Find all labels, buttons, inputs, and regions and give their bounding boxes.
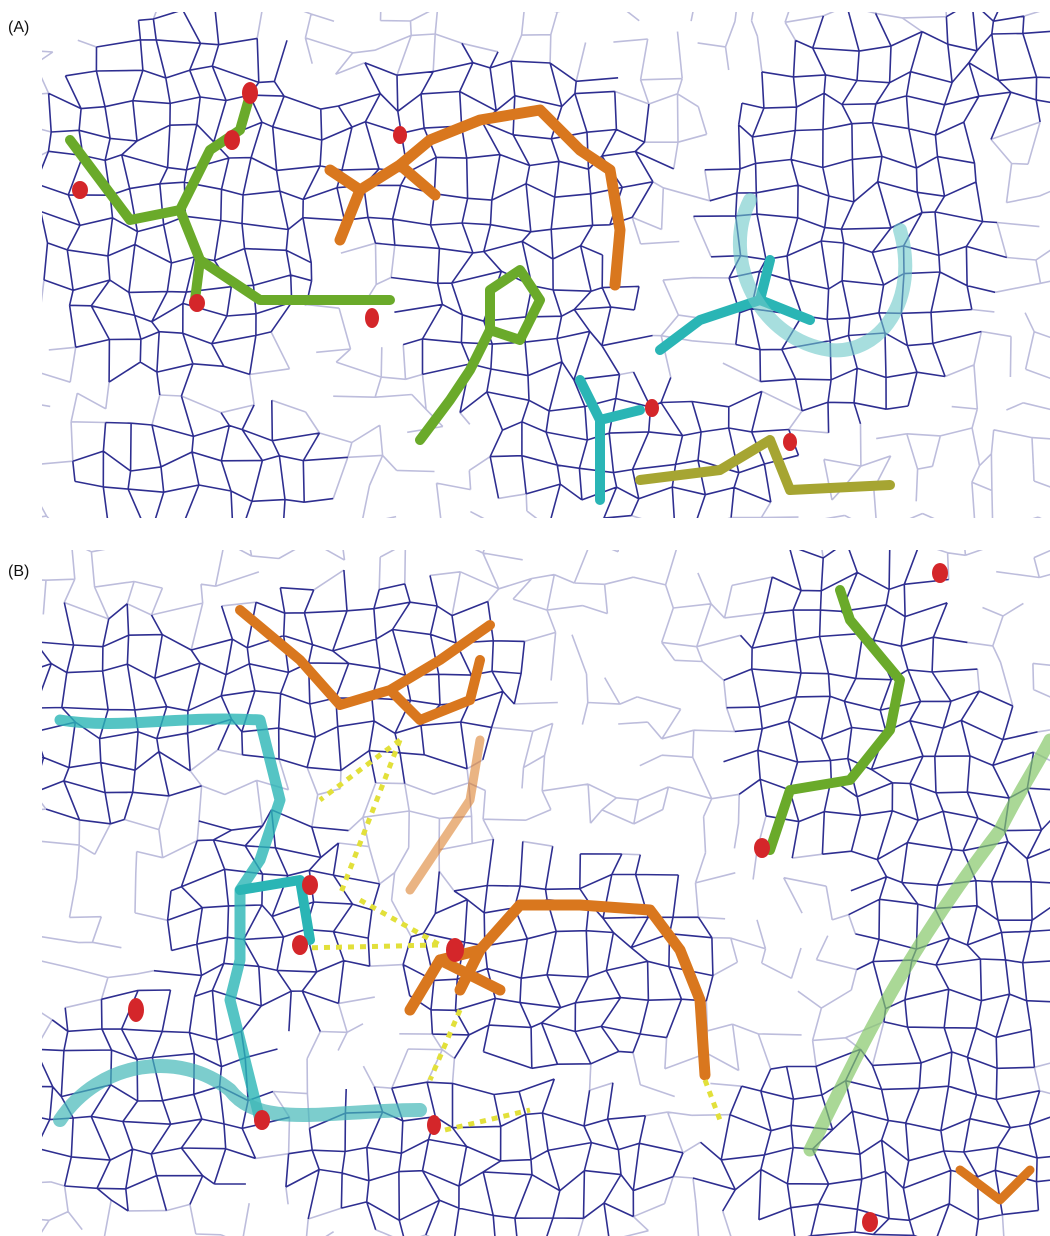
mesh-lines xyxy=(42,12,1050,518)
oxygen-atoms xyxy=(128,563,948,1232)
panel-b-image xyxy=(42,550,1050,1236)
panel-label: (B) xyxy=(8,563,29,580)
panel-label: (A) xyxy=(8,19,29,36)
mesh-lines xyxy=(42,550,1050,1236)
density-mesh xyxy=(42,550,1050,1236)
mesh-lines xyxy=(42,12,1050,518)
sticks xyxy=(65,90,913,505)
oxygen-atoms xyxy=(72,82,797,451)
hydrogen-bonds xyxy=(299,738,723,1133)
panel-a-image xyxy=(42,12,1050,518)
density-mesh xyxy=(42,12,1050,518)
